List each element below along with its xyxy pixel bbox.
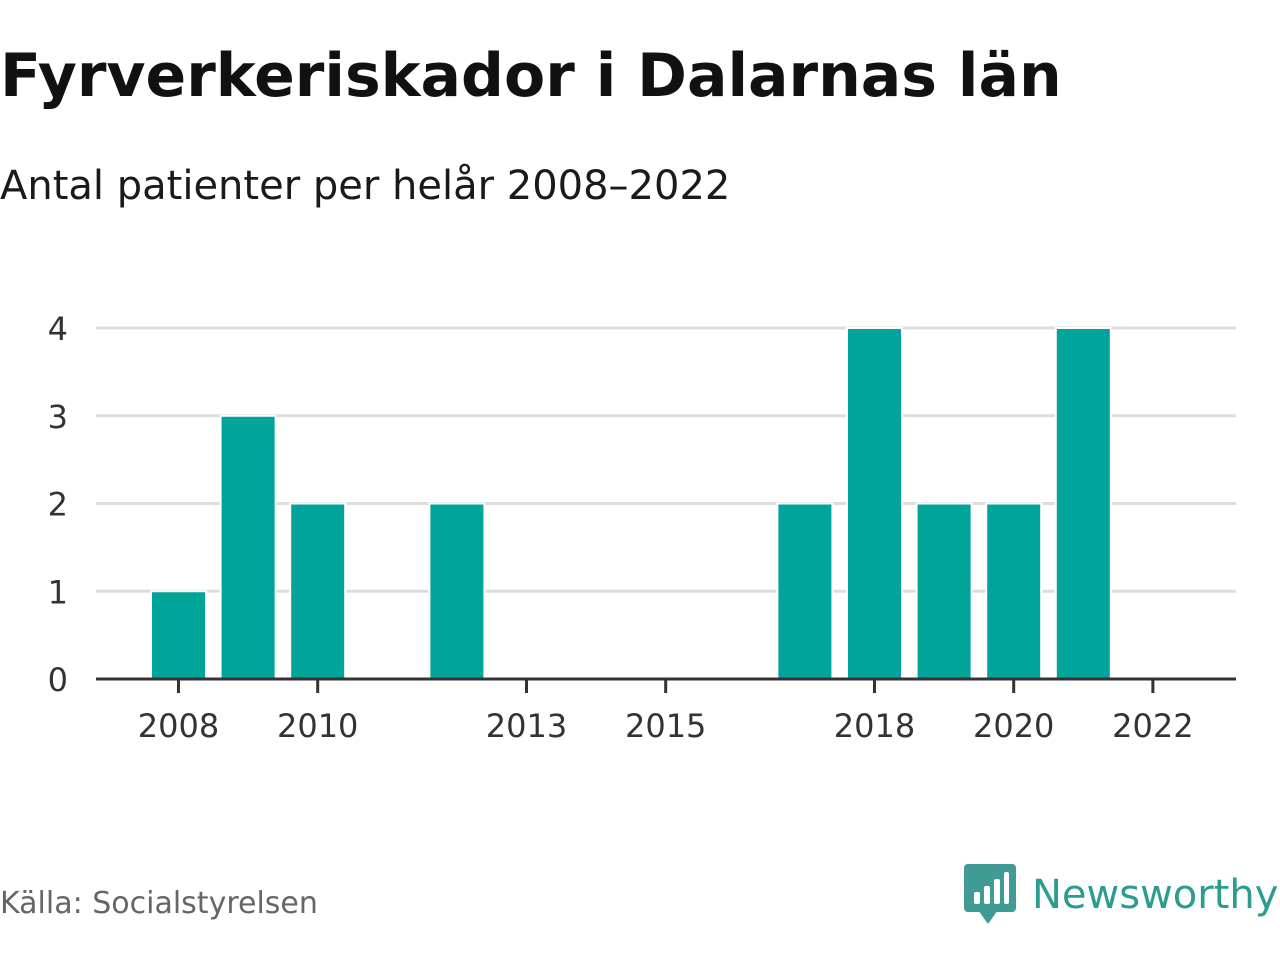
y-tick-label-0: 0 [48,661,68,699]
x-axis [96,677,1236,693]
source-note: Källa: Socialstyrelsen [0,886,318,921]
bar-2019 [915,502,973,680]
y-tick-label-2: 2 [48,486,68,524]
x-tick-label-2008: 2008 [138,707,219,745]
y-tick-label-1: 1 [48,573,68,611]
x-tick-label-2020: 2020 [973,707,1054,745]
x-tick-label-2010: 2010 [277,707,358,745]
x-tick-label-2013: 2013 [486,707,567,745]
x-tick-label-2015: 2015 [625,707,706,745]
bar-2012 [428,502,486,680]
x-tick-label-2018: 2018 [834,707,915,745]
grid-lines [96,326,1236,593]
chart-title: Fyrverkeriskador i Dalarnas län [0,41,1062,111]
bar-2008 [150,590,207,680]
brand-name: Newsworthy [1032,872,1279,918]
chart-subtitle: Antal patienter per helår 2008–2022 [0,163,731,209]
y-tick-label-4: 4 [48,310,68,348]
bar-2009 [219,414,277,680]
bar-2018 [846,327,903,680]
y-tick-labels: 0 1 2 3 4 [48,310,68,699]
bar-2020 [985,502,1043,680]
brand-logo: Newsworthy [964,864,1278,926]
y-tick-label-3: 3 [48,398,68,436]
bar-2010 [289,502,347,680]
x-tick-label-2022: 2022 [1112,707,1193,745]
x-tick-labels: 2008 2010 2013 2015 2018 2020 2022 [138,707,1194,745]
bar-2021 [1054,327,1112,680]
bar-2017 [776,502,834,680]
bar-chart: 0 1 2 3 4 2008 2010 2013 2015 2018 2020 2022 [48,310,1236,745]
newsworthy-logo-icon [964,864,1016,924]
